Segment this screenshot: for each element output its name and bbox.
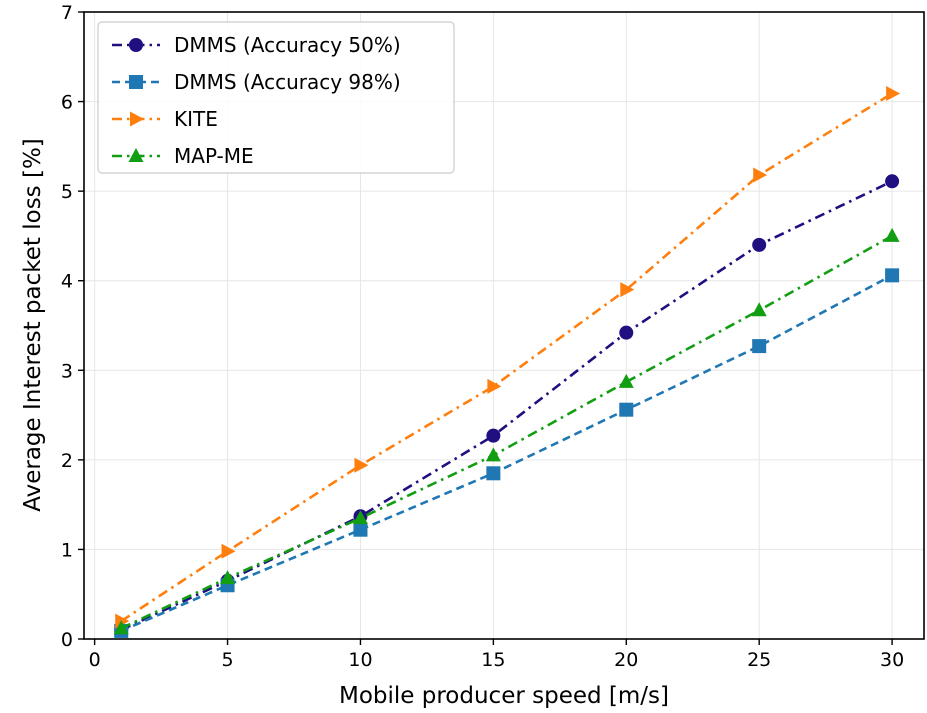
data-point: [221, 543, 236, 559]
legend-item: DMMS (Accuracy 50%): [112, 33, 401, 57]
x-axis-label: Mobile producer speed [m/s]: [339, 683, 669, 709]
legend-label: KITE: [174, 107, 218, 131]
data-point: [620, 282, 635, 298]
y-tick-label: 5: [61, 181, 73, 203]
y-tick-label: 2: [61, 450, 73, 472]
data-point: [220, 570, 236, 585]
data-point: [487, 378, 502, 394]
y-tick-label: 1: [61, 539, 73, 561]
data-point: [884, 227, 900, 242]
data-point: [886, 86, 901, 102]
data-point: [486, 466, 501, 481]
data-point: [753, 167, 768, 183]
data-point: [619, 325, 634, 340]
legend-item: DMMS (Accuracy 98%): [112, 70, 401, 94]
x-tick-label: 10: [348, 649, 372, 671]
legend-item: MAP-ME: [112, 144, 254, 168]
data-point: [885, 268, 900, 283]
x-tick-label: 15: [481, 649, 505, 671]
data-point: [752, 339, 767, 354]
axis-ticks: 0 5 10 15 20 25 30 0 1 2 3 4 5 6 7: [61, 2, 904, 671]
legend-label: MAP-ME: [174, 144, 254, 168]
legend-marker: [130, 111, 144, 127]
series-3: [115, 86, 901, 629]
x-tick-label: 30: [880, 649, 904, 671]
data-point: [752, 237, 767, 252]
x-tick-label: 5: [221, 649, 233, 671]
legend: DMMS (Accuracy 50%) DMMS (Accuracy 98%) KI…: [97, 21, 455, 174]
legend-label: DMMS (Accuracy 98%): [174, 70, 401, 94]
legend-marker: [129, 38, 143, 52]
data-point: [619, 402, 634, 417]
legend-item: KITE: [112, 107, 218, 131]
data-point: [353, 522, 368, 537]
data-point: [618, 373, 634, 388]
y-tick-label: 7: [61, 2, 73, 24]
legend-box: [97, 21, 455, 174]
y-tick-label: 6: [61, 92, 73, 114]
series-4: [113, 227, 900, 635]
data-point: [115, 613, 130, 629]
data-point: [354, 457, 369, 473]
data-point: [352, 510, 368, 525]
legend-label: DMMS (Accuracy 50%): [174, 33, 401, 57]
legend-marker: [129, 75, 143, 89]
y-tick-label: 3: [61, 360, 73, 382]
x-tick-label: 0: [89, 649, 101, 671]
data-point: [486, 428, 501, 443]
x-tick-label: 20: [614, 649, 638, 671]
data-point: [885, 174, 900, 189]
x-tick-label: 25: [747, 649, 771, 671]
y-tick-label: 0: [61, 629, 73, 651]
plot-frame: [83, 11, 925, 640]
legend-marker: [128, 148, 144, 162]
data-point: [113, 620, 129, 635]
series-group: [113, 86, 901, 638]
data-point: [751, 302, 767, 317]
y-axis-label: Average Interest packet loss [%]: [20, 138, 46, 512]
y-tick-label: 4: [61, 271, 73, 293]
data-point: [485, 447, 501, 462]
